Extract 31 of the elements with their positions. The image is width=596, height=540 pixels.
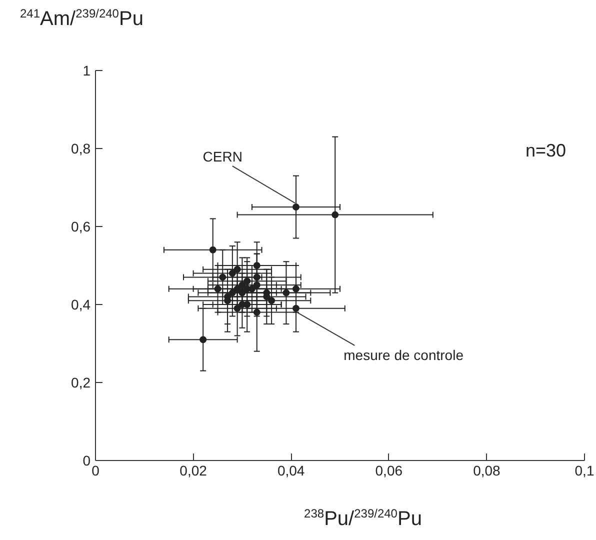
point bbox=[282, 289, 290, 296]
point bbox=[292, 285, 300, 292]
point bbox=[332, 211, 339, 218]
point bbox=[238, 289, 246, 296]
point bbox=[253, 262, 260, 269]
point bbox=[200, 336, 207, 344]
point bbox=[234, 285, 241, 292]
x-tick-label: 0,06 bbox=[375, 462, 403, 478]
point bbox=[244, 301, 251, 308]
point bbox=[219, 274, 226, 281]
annotation: mesure de controle bbox=[344, 347, 464, 364]
y-axis-title: $^{241}$Am/$^{239/240}$Pu bbox=[20, 6, 144, 30]
point bbox=[214, 285, 222, 292]
y-tick-label: 1 bbox=[82, 62, 91, 78]
y-tick-label: 0 bbox=[82, 452, 91, 468]
x-tick-label: 0,02 bbox=[180, 462, 208, 478]
annotation: n=30 bbox=[526, 140, 566, 160]
annotation: CERN bbox=[202, 148, 242, 164]
x-axis-title: $^{238}$Pu/$^{239/240}$Pu bbox=[303, 505, 423, 532]
point bbox=[234, 266, 241, 273]
y-tick-label: 0,8 bbox=[71, 140, 91, 156]
point bbox=[209, 246, 216, 254]
y-tick-label: 0,6 bbox=[71, 218, 91, 234]
point bbox=[228, 289, 236, 296]
point bbox=[292, 204, 300, 210]
x-tick-label: 0,1 bbox=[574, 462, 594, 478]
x-tick-label: 0,08 bbox=[473, 462, 501, 478]
y-tick-label: 0,4 bbox=[71, 296, 91, 312]
y-tick-label: 0,2 bbox=[71, 374, 91, 390]
point bbox=[234, 304, 241, 312]
x-tick-label: 0,04 bbox=[277, 462, 305, 478]
